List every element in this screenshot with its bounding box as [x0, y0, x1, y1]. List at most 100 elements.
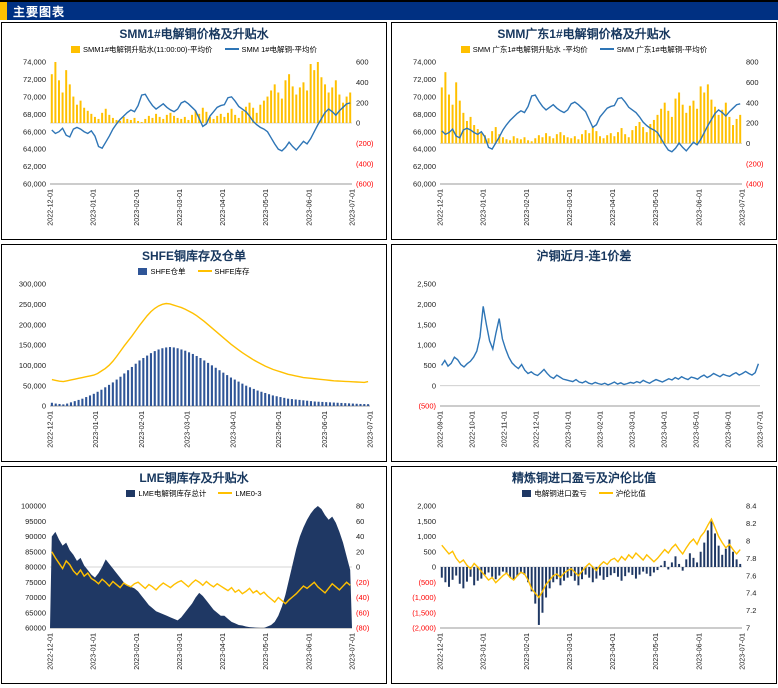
svg-text:2023-07-01: 2023-07-01	[348, 633, 357, 670]
svg-text:2023-04-01: 2023-04-01	[660, 411, 669, 448]
svg-text:2023-06-01: 2023-06-01	[304, 189, 313, 226]
svg-text:400: 400	[746, 98, 759, 107]
svg-text:8: 8	[746, 536, 750, 545]
svg-text:(200): (200)	[356, 139, 374, 148]
svg-text:2023-05-01: 2023-05-01	[274, 411, 283, 448]
legend-label: SMM 广东1#电解铜升贴水 -平均价	[472, 44, 588, 54]
section-title: 主要图表	[13, 4, 66, 19]
svg-text:2023-03-01: 2023-03-01	[565, 189, 574, 226]
svg-text:20: 20	[356, 547, 364, 556]
svg-text:2023-04-01: 2023-04-01	[608, 189, 617, 226]
legend-label: 电解铜进口盈亏	[534, 488, 587, 498]
svg-text:2023-03-01: 2023-03-01	[628, 411, 637, 448]
legend-item: SMM 广东1#电解铜-平均价	[599, 44, 708, 55]
chart-plot-smm-guangdong: 74,000 72,000 70,000 68,000 66,000 64,000 62,0…	[413, 58, 764, 226]
svg-text:2023-06-01: 2023-06-01	[320, 411, 329, 448]
svg-text:7.4: 7.4	[746, 589, 756, 598]
svg-text:(200): (200)	[746, 159, 764, 168]
svg-text:0: 0	[42, 402, 46, 411]
svg-text:(60): (60)	[356, 608, 370, 617]
svg-text:74,000: 74,000	[413, 58, 436, 67]
svg-text:300,000: 300,000	[19, 280, 46, 289]
svg-text:60000: 60000	[25, 624, 46, 633]
line-swatch-icon	[218, 492, 233, 494]
svg-text:2023-05-01: 2023-05-01	[261, 189, 270, 226]
svg-text:2023-05-01: 2023-05-01	[261, 633, 270, 670]
svg-text:72,000: 72,000	[413, 75, 436, 84]
svg-text:(400): (400)	[356, 159, 374, 168]
svg-text:0: 0	[432, 381, 436, 390]
svg-text:60,000: 60,000	[23, 180, 46, 189]
svg-text:2023-06-01: 2023-06-01	[694, 189, 703, 226]
chart-title: SMM广东1#电解铜价格及升贴水	[497, 27, 671, 41]
chart-legend: 电解铜进口盈亏 沪伦比值	[522, 486, 646, 500]
svg-text:2023-05-01: 2023-05-01	[651, 633, 660, 670]
svg-text:100000: 100000	[21, 502, 46, 511]
chart-panel-smm-guangdong-price-premium: SMM广东1#电解铜价格及升贴水 SMM 广东1#电解铜升贴水 -平均价 SMM …	[391, 22, 777, 240]
chart-plot-import-ratio: 2,000 1,500 1,000 500 0 (500) (1,000) (1,500) (2…	[412, 502, 756, 670]
svg-text:8.2: 8.2	[746, 519, 756, 528]
svg-text:100,000: 100,000	[19, 361, 46, 370]
svg-text:2023-07-01: 2023-07-01	[756, 411, 765, 448]
svg-text:1,500: 1,500	[417, 320, 436, 329]
svg-text:7.8: 7.8	[746, 554, 756, 563]
svg-text:200: 200	[746, 119, 759, 128]
gold-accent-bar	[0, 2, 7, 20]
chart-title: LME铜库存及升贴水	[139, 471, 249, 485]
legend-item: 沪伦比值	[598, 488, 646, 499]
svg-text:600: 600	[356, 58, 369, 67]
svg-text:2023-02-01: 2023-02-01	[522, 633, 531, 670]
svg-text:0: 0	[432, 563, 436, 572]
legend-item: 电解铜进口盈亏	[522, 488, 587, 499]
legend-label: LME0-3	[235, 488, 262, 498]
chart-plot-smm1: 74,000 72,000 70,000 68,000 66,000 64,000 62,0…	[23, 58, 374, 226]
svg-text:(1,000): (1,000)	[412, 593, 436, 602]
svg-text:0: 0	[746, 139, 750, 148]
bar-swatch-icon	[71, 45, 81, 53]
svg-text:150,000: 150,000	[19, 341, 46, 350]
svg-text:2023-03-01: 2023-03-01	[183, 411, 192, 448]
chart-panel-import-profit-ratio: 精炼铜进口盈亏及沪伦比值 电解铜进口盈亏 沪伦比值 2,000 1,500 1,000…	[391, 466, 777, 684]
bar-swatch-icon	[126, 489, 136, 497]
svg-text:90000: 90000	[25, 532, 46, 541]
svg-text:0: 0	[356, 563, 360, 572]
svg-text:2023-05-01: 2023-05-01	[692, 411, 701, 448]
chart-panel-lme-inventory-premium: LME铜库存及升贴水 LME电解铜库存总计 LME0-3 100000 95000 9…	[1, 466, 387, 684]
svg-text:2023-01-01: 2023-01-01	[564, 411, 573, 448]
svg-text:40: 40	[356, 532, 364, 541]
chart-plot-shfe-inventory: 300,000 250,000 200,000 150,000 100,000 50,00…	[19, 280, 375, 448]
line-swatch-icon	[599, 48, 614, 50]
svg-text:7.6: 7.6	[746, 571, 756, 580]
svg-text:400: 400	[356, 78, 369, 87]
svg-text:2,000: 2,000	[417, 300, 436, 309]
chart-legend: SHFE仓单 SHFE库存	[138, 264, 250, 278]
svg-text:2023-07-01: 2023-07-01	[366, 411, 375, 448]
bar-swatch-icon	[522, 489, 532, 497]
svg-text:2022-11-01: 2022-11-01	[500, 411, 509, 447]
svg-text:2,500: 2,500	[417, 280, 436, 289]
svg-text:2023-03-01: 2023-03-01	[565, 633, 574, 670]
svg-text:74,000: 74,000	[23, 58, 46, 67]
legend-label: SHFE库存	[214, 266, 250, 276]
svg-text:600: 600	[746, 78, 759, 87]
svg-text:(500): (500)	[418, 402, 436, 411]
svg-text:2023-05-01: 2023-05-01	[651, 189, 660, 226]
svg-text:2023-03-01: 2023-03-01	[175, 633, 184, 670]
chart-title: 精炼铜进口盈亏及沪伦比值	[511, 471, 656, 485]
svg-text:8.4: 8.4	[746, 502, 756, 511]
svg-text:2022-12-01: 2022-12-01	[532, 411, 541, 448]
chart-panel-shfe-near-month-spread: 沪铜近月-连1价差 2,500 2,000 1,500 1,000 500 0 (500) 2…	[391, 244, 777, 462]
legend-item: LME电解铜库存总计	[126, 488, 206, 499]
svg-text:500: 500	[423, 361, 436, 370]
svg-text:(1,500): (1,500)	[412, 608, 436, 617]
svg-text:64,000: 64,000	[413, 145, 436, 154]
svg-text:2023-07-01: 2023-07-01	[738, 633, 747, 670]
svg-text:2023-03-01: 2023-03-01	[175, 189, 184, 226]
svg-text:72,000: 72,000	[23, 75, 46, 84]
svg-text:2023-02-01: 2023-02-01	[132, 633, 141, 670]
svg-text:2022-09-01: 2022-09-01	[436, 411, 445, 448]
svg-text:2022-10-01: 2022-10-01	[468, 411, 477, 448]
legend-label: SMM 1#电解铜-平均价	[241, 44, 317, 54]
svg-text:2023-01-01: 2023-01-01	[89, 189, 98, 226]
legend-label: SMM 广东1#电解铜-平均价	[616, 44, 708, 54]
